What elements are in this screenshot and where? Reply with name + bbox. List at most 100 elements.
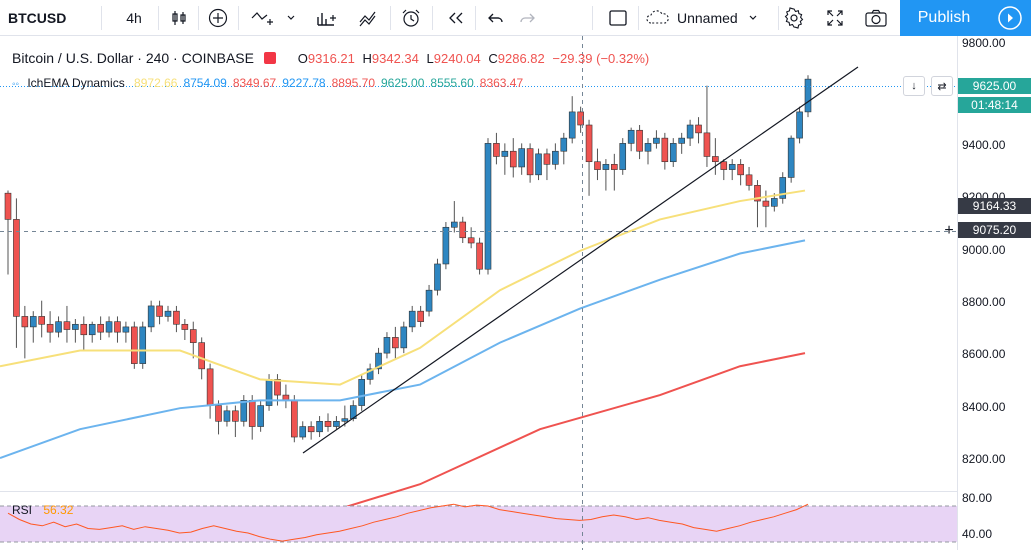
candle-body — [198, 342, 205, 370]
candle-body — [21, 316, 29, 328]
toolbar-divider — [432, 6, 433, 30]
alert-clock-icon[interactable] — [396, 0, 426, 36]
settings-gear-icon[interactable] — [780, 0, 808, 36]
cloud-icon — [646, 10, 669, 24]
symbol-legend: Bitcoin / U.S. Dollar · 240 · COINBASE O… — [12, 50, 649, 66]
price-tick: 8400.00 — [962, 400, 1006, 414]
candle-body — [535, 153, 542, 176]
candle-body — [55, 321, 62, 333]
candle-body — [400, 326, 408, 349]
templates-icon[interactable] — [355, 0, 385, 36]
indicators-icon[interactable] — [312, 0, 340, 36]
candle-body — [754, 185, 761, 202]
candle-body — [560, 137, 568, 152]
open-label: O — [297, 51, 308, 66]
toolbar-divider — [198, 6, 199, 30]
candle-body — [333, 420, 340, 427]
layout-name-label: Unnamed — [677, 10, 738, 26]
candle-body — [619, 143, 627, 170]
redo-icon[interactable] — [514, 0, 540, 36]
candle-body — [771, 198, 778, 207]
price-tick: 8800.00 — [962, 295, 1006, 309]
more-options-icon[interactable]: ⇄ — [931, 76, 953, 96]
rsi-line — [7, 503, 809, 542]
candle-body — [383, 337, 391, 354]
chevron-down-icon[interactable] — [284, 0, 298, 36]
price-label-dark: 9164.33 — [958, 198, 1031, 214]
indicator-value: 8555.60 — [430, 76, 474, 90]
candle-body — [451, 221, 458, 228]
interval-button[interactable]: 4h — [126, 10, 142, 26]
candle-body — [678, 137, 685, 144]
trend-line[interactable] — [302, 66, 859, 454]
candle-body — [644, 143, 652, 152]
price-chart[interactable] — [0, 36, 1031, 550]
candle-body — [442, 226, 450, 265]
candle-body — [459, 221, 467, 239]
publish-button[interactable]: Publish — [900, 0, 988, 36]
candle-body — [257, 405, 264, 427]
candle-body — [779, 177, 787, 199]
candle-body — [434, 263, 441, 291]
candle-body — [476, 242, 483, 270]
toolbar-divider — [475, 6, 476, 30]
candlestick-series — [4, 75, 812, 443]
candle-body — [88, 323, 96, 336]
toolbar-divider — [101, 6, 102, 30]
undo-icon[interactable] — [483, 0, 509, 36]
candle-body — [543, 153, 551, 165]
candle-body — [139, 326, 147, 364]
candle-body — [232, 410, 239, 422]
candle-body — [375, 352, 382, 370]
rsi-tick: 40.00 — [962, 527, 993, 541]
play-icon[interactable] — [988, 0, 1031, 36]
indicator-legend[interactable]: ◦◦ IchEMA Dynamics 8972.66 8754.09 8349.67… — [12, 76, 523, 90]
low-value: 9240.04 — [433, 51, 481, 66]
compare-icon[interactable] — [248, 0, 278, 36]
candle-body — [611, 164, 618, 170]
candle-body — [240, 400, 248, 422]
open-value: 9316.21 — [307, 51, 355, 66]
camera-icon[interactable] — [860, 0, 892, 36]
toolbar-divider — [638, 6, 639, 30]
price-tick: 9000.00 — [962, 243, 1006, 257]
candle-body — [669, 143, 677, 163]
chevron-down-icon — [749, 15, 757, 20]
last-price-label: 9625.00 — [958, 78, 1031, 94]
candle-body — [425, 289, 433, 312]
add-indicator-icon[interactable] — [205, 0, 231, 36]
ema-line — [0, 239, 806, 459]
arrow-down-icon[interactable]: ↓ — [903, 76, 925, 96]
candle-body — [299, 426, 307, 438]
fullscreen-icon[interactable] — [820, 0, 850, 36]
candle-body — [341, 418, 349, 422]
high-label: H — [362, 51, 372, 66]
candle-body — [408, 310, 416, 328]
candle-body — [97, 323, 104, 333]
candle-body — [737, 164, 744, 176]
candle-body — [745, 174, 753, 186]
layout-name-button[interactable]: Unnamed — [645, 0, 775, 36]
candle-body — [712, 156, 719, 163]
candles-chart-type-icon[interactable] — [166, 0, 192, 36]
indicator-value: 9227.78 — [282, 76, 326, 90]
ohlc-values: O9316.21 H9342.34 L9240.04 C9286.82 −29.… — [298, 51, 650, 66]
add-plus-icon[interactable]: + — [944, 222, 954, 239]
candle-body — [72, 323, 79, 330]
indicator-value: 8363.47 — [479, 76, 524, 90]
close-label: C — [488, 51, 498, 66]
chart-area[interactable]: Bitcoin / U.S. Dollar · 240 · COINBASE O… — [0, 36, 1031, 550]
candle-body — [63, 321, 71, 330]
candle-body — [728, 164, 736, 170]
candle-body — [796, 111, 803, 139]
symbol-search-button[interactable]: BTCUSD — [8, 10, 67, 26]
candle-body — [762, 200, 770, 207]
candle-body — [366, 368, 374, 380]
replay-icon[interactable] — [443, 0, 469, 36]
candle-body — [248, 400, 256, 427]
select-layout-icon[interactable] — [604, 0, 632, 36]
candle-body — [653, 137, 660, 144]
rsi-name: RSI — [12, 503, 33, 517]
indicator-name: IchEMA Dynamics — [27, 76, 125, 90]
indicator-value: 8972.66 — [134, 76, 178, 90]
